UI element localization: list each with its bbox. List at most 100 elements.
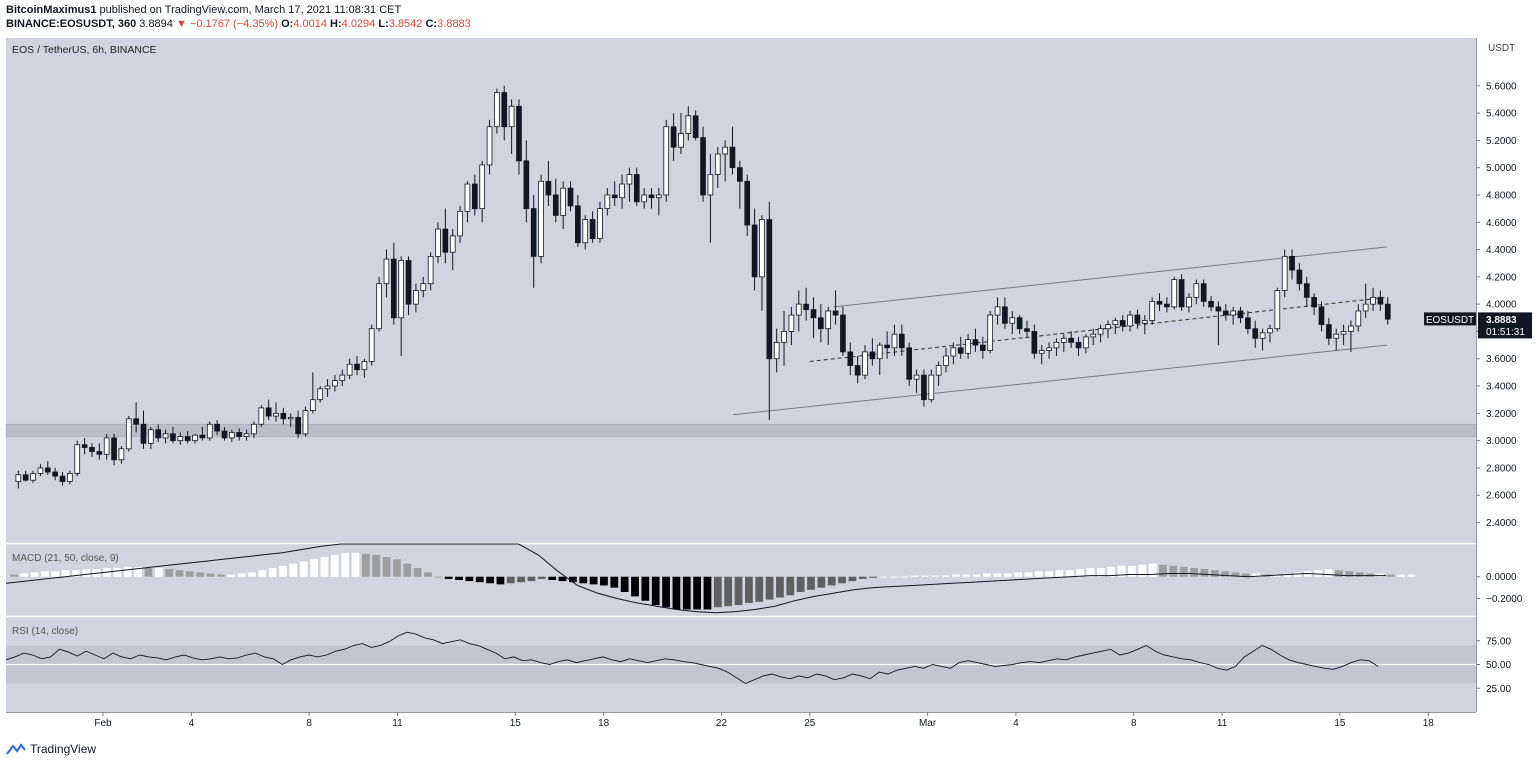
price-tick-label: 3.2000 [1486, 409, 1517, 420]
candle [229, 429, 235, 442]
macd-histogram-bar [931, 575, 940, 577]
candle-body [1031, 331, 1038, 354]
candle [913, 369, 920, 393]
candle-body [891, 333, 898, 349]
candle [479, 160, 485, 223]
open-label: O: [281, 18, 294, 30]
candle [258, 405, 265, 427]
candle-body [22, 474, 29, 481]
candle-body [103, 437, 110, 455]
candle-body [1156, 301, 1163, 305]
candle [700, 126, 706, 202]
tradingview-logo-icon [6, 743, 26, 755]
chart-area[interactable]: 0.0000 −0.2000 75.00 50.00 25.00 2.4000 2.60… [0, 36, 1536, 736]
candle [1075, 336, 1082, 357]
candle [354, 356, 360, 376]
candle [773, 328, 780, 373]
candle-body [957, 347, 964, 354]
candle [449, 229, 456, 271]
macd-histogram-bar [20, 573, 29, 577]
candle [1127, 310, 1133, 332]
macd-histogram-bar [1324, 569, 1333, 577]
candle [15, 470, 22, 489]
candle-body [862, 351, 868, 376]
candle [788, 306, 795, 346]
candle [847, 342, 854, 376]
candle-body [236, 432, 243, 437]
candle-body [656, 194, 662, 199]
macd-histogram-bar [517, 576, 526, 583]
candle [854, 356, 861, 384]
macd-histogram-bar [1397, 574, 1405, 577]
candle-body [148, 429, 154, 444]
change-value: −0.1767 (−4.35%) [189, 18, 279, 30]
candle-body [1289, 255, 1295, 271]
candle [442, 208, 449, 264]
candle-body [413, 290, 419, 305]
macd-histogram-bar [206, 573, 215, 577]
candle [1149, 297, 1155, 325]
candle [339, 369, 346, 387]
candle-body [287, 417, 294, 420]
time-tick-label: 8 [306, 718, 312, 729]
candle [287, 413, 294, 427]
candle-body [737, 167, 743, 182]
candle [59, 472, 66, 486]
price-tick-label: 5.0000 [1486, 163, 1517, 174]
price-tick-label: 2.8000 [1486, 463, 1517, 474]
chart-panes [6, 38, 1536, 713]
candle [884, 331, 890, 359]
candle [1134, 309, 1141, 329]
candle-body [125, 418, 132, 450]
candle [685, 106, 692, 141]
macd-histogram-bar [579, 576, 588, 584]
candle [1311, 293, 1317, 316]
macd-histogram-bar [693, 576, 702, 610]
author-name[interactable]: BitcoinMaximus1 [6, 4, 97, 16]
candle-body [361, 361, 368, 371]
candle [523, 140, 530, 223]
candle [994, 297, 1001, 325]
candle-body [1002, 306, 1008, 324]
candle [1178, 274, 1185, 311]
candle-body [943, 355, 949, 366]
time-tick-label: 25 [804, 718, 816, 729]
candle-body [1149, 301, 1155, 321]
macd-histogram-bar [1138, 564, 1147, 577]
candle-body [678, 133, 684, 148]
macd-histogram-bar [1086, 568, 1095, 577]
candle-body [457, 210, 463, 237]
macd-histogram-bar [134, 566, 142, 577]
macd-histogram-bar [1345, 571, 1354, 577]
macd-histogram-bar [631, 576, 639, 597]
support-zone [5, 423, 1477, 437]
candle [236, 428, 243, 441]
candle [405, 256, 412, 316]
candle-body [987, 314, 994, 351]
candle-body [766, 219, 773, 360]
candle-body [1171, 279, 1178, 308]
macd-histogram-bar [724, 576, 733, 607]
candle-body [928, 374, 935, 401]
macd-histogram-bar [941, 575, 950, 577]
rsi-tick-label: 25.00 [1486, 684, 1511, 695]
candle [906, 342, 913, 387]
candle-body [1245, 317, 1251, 330]
candle [89, 443, 95, 458]
candle [707, 154, 714, 243]
candle [111, 433, 117, 466]
candle [987, 310, 994, 354]
candle [251, 421, 257, 438]
candle-body [913, 374, 920, 380]
candle-body [1252, 328, 1259, 339]
candle-body [1377, 296, 1384, 305]
candle [692, 110, 699, 141]
candle-body [1230, 310, 1236, 316]
candle [1281, 249, 1288, 298]
candle [1002, 297, 1008, 329]
candle-body [162, 433, 169, 439]
footer-brand[interactable]: TradingView [30, 742, 97, 756]
macd-histogram-bar [786, 576, 795, 596]
candle [825, 306, 832, 346]
candle [589, 211, 596, 243]
